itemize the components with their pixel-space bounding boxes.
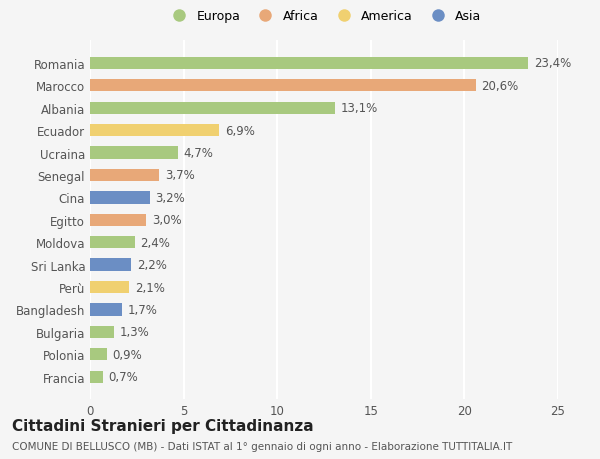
Text: 0,9%: 0,9%: [112, 348, 142, 361]
Bar: [90, 80, 476, 92]
Text: 2,2%: 2,2%: [137, 258, 167, 272]
Text: COMUNE DI BELLUSCO (MB) - Dati ISTAT al 1° gennaio di ogni anno - Elaborazione T: COMUNE DI BELLUSCO (MB) - Dati ISTAT al …: [12, 441, 512, 451]
Text: 3,7%: 3,7%: [165, 169, 194, 182]
Bar: [90, 371, 103, 383]
Legend: Europa, Africa, America, Asia: Europa, Africa, America, Asia: [161, 5, 487, 28]
Bar: [90, 304, 122, 316]
Bar: [90, 169, 159, 182]
Bar: [90, 214, 146, 226]
Text: 2,1%: 2,1%: [135, 281, 165, 294]
Bar: [90, 102, 335, 115]
Text: 3,2%: 3,2%: [155, 191, 185, 204]
Bar: [90, 259, 131, 271]
Bar: [90, 125, 219, 137]
Text: 4,7%: 4,7%: [184, 147, 214, 160]
Text: 13,1%: 13,1%: [341, 102, 378, 115]
Text: 0,7%: 0,7%: [109, 370, 139, 383]
Text: 3,0%: 3,0%: [152, 214, 181, 227]
Bar: [90, 192, 150, 204]
Text: Cittadini Stranieri per Cittadinanza: Cittadini Stranieri per Cittadinanza: [12, 418, 314, 433]
Bar: [90, 147, 178, 159]
Bar: [90, 57, 528, 70]
Bar: [90, 281, 130, 294]
Text: 2,4%: 2,4%: [140, 236, 170, 249]
Bar: [90, 348, 107, 361]
Bar: [90, 236, 135, 249]
Bar: [90, 326, 115, 338]
Text: 1,7%: 1,7%: [127, 303, 157, 316]
Text: 20,6%: 20,6%: [481, 79, 518, 93]
Text: 1,3%: 1,3%: [120, 326, 150, 339]
Text: 23,4%: 23,4%: [533, 57, 571, 70]
Text: 6,9%: 6,9%: [225, 124, 254, 137]
